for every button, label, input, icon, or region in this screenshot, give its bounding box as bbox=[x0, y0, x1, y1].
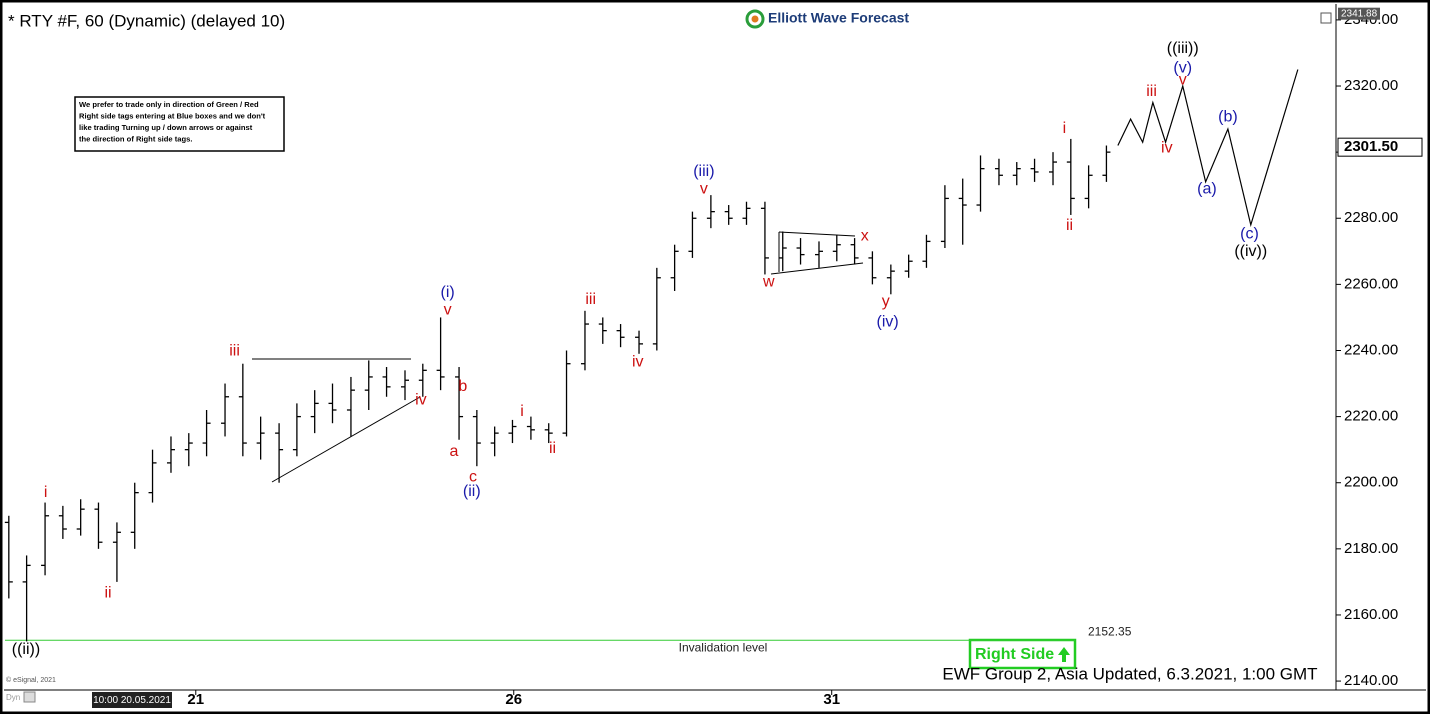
badge-arrow bbox=[1058, 647, 1070, 662]
right-side-badge: Right Side bbox=[968, 638, 1077, 670]
wave-label: w bbox=[762, 273, 775, 290]
footer: EWF Group 2, Asia Updated, 6.3.2021, 1:0… bbox=[942, 664, 1317, 683]
wave-label: iii bbox=[585, 291, 596, 308]
wave-label: ii bbox=[1066, 217, 1073, 234]
x-tick-label: 26 bbox=[505, 691, 522, 708]
wave-label: (c) bbox=[1240, 225, 1259, 242]
wave-label: (v) bbox=[1173, 59, 1192, 76]
wave-label: i bbox=[520, 403, 524, 420]
triangle-line bbox=[271, 396, 421, 483]
logo-bg bbox=[740, 6, 930, 32]
y-tick-label: 2320.00 bbox=[1344, 77, 1398, 94]
logo-text: Elliott Wave Forecast bbox=[768, 10, 909, 26]
wave-label: iv bbox=[1161, 139, 1173, 156]
mode-icon bbox=[23, 691, 36, 703]
window-icon bbox=[1320, 12, 1332, 24]
badge-box bbox=[968, 638, 1077, 670]
y-tick-label: 2280.00 bbox=[1344, 209, 1398, 226]
logo-icon bbox=[745, 9, 765, 29]
last-price-tag bbox=[1337, 137, 1423, 157]
cursor-time: 10:00 20.05.2021 bbox=[93, 695, 171, 706]
wave-label: ((ii)) bbox=[12, 641, 40, 658]
x-tick-label: 31 bbox=[823, 691, 840, 708]
wave-label: b bbox=[458, 378, 467, 395]
wave-label: (i) bbox=[440, 284, 454, 301]
invalidation-value: 2152.35 bbox=[1088, 624, 1132, 638]
x-tick-label: 21 bbox=[187, 691, 204, 708]
triangle-line bbox=[778, 231, 856, 237]
wave-label: (b) bbox=[1218, 108, 1238, 125]
y-tick-label: 2240.00 bbox=[1344, 341, 1398, 358]
wave-label: y bbox=[882, 293, 890, 310]
note-line: Right side tags entering at Blue boxes a… bbox=[79, 112, 266, 121]
wave-label: ((iii)) bbox=[1167, 40, 1199, 57]
wave-label: v bbox=[444, 301, 452, 318]
y-tick-label: 2200.00 bbox=[1344, 474, 1398, 491]
wave-label: (ii) bbox=[463, 483, 481, 500]
wave-label: ii bbox=[549, 440, 556, 457]
y-tick-label: 2220.00 bbox=[1344, 408, 1398, 425]
invalidation-label: Invalidation level bbox=[679, 640, 768, 654]
wave-label: (iii) bbox=[693, 163, 714, 180]
logo: Elliott Wave Forecast bbox=[740, 6, 930, 32]
wave-label: iii bbox=[229, 342, 240, 359]
wave-label: i bbox=[44, 484, 48, 501]
wave-label: (iv) bbox=[877, 313, 899, 330]
y-tick-label: 2180.00 bbox=[1344, 540, 1398, 557]
chart-title: * RTY #F, 60 (Dynamic) (delayed 10) bbox=[8, 11, 285, 30]
note-line: We prefer to trade only in direction of … bbox=[79, 100, 259, 109]
wave-label: i bbox=[1063, 120, 1067, 137]
triangle-line bbox=[770, 262, 864, 275]
copyright: © eSignal, 2021 bbox=[6, 676, 56, 684]
logo-icon-dot bbox=[751, 15, 759, 23]
wave-label: x bbox=[861, 227, 869, 244]
wave-label: v bbox=[700, 180, 708, 197]
y-tick-label: 2160.00 bbox=[1344, 606, 1398, 623]
wave-label: iv bbox=[632, 353, 644, 370]
mode: Dyn bbox=[6, 693, 20, 702]
wave-label: iii bbox=[1146, 83, 1157, 100]
wave-label: iv bbox=[415, 391, 427, 408]
projection-path bbox=[1117, 69, 1299, 228]
note: We prefer to trade only in direction of … bbox=[79, 100, 266, 144]
high-price-tag bbox=[1338, 7, 1380, 20]
cursor-time-bg bbox=[92, 692, 172, 708]
y-tick-label: 2260.00 bbox=[1344, 275, 1398, 292]
wave-label: ((iv)) bbox=[1234, 243, 1267, 260]
note-line: like trading Turning up / down arrows or… bbox=[79, 123, 253, 132]
wave-label: c bbox=[469, 468, 477, 485]
y-tick-label: 2140.00 bbox=[1344, 672, 1398, 689]
wave-label: v bbox=[1179, 71, 1187, 88]
wave-label: (a) bbox=[1197, 180, 1217, 197]
note-line: the direction of Right side tags. bbox=[79, 135, 193, 144]
high-price-label: 2341.88 bbox=[1341, 8, 1378, 19]
note-box bbox=[74, 96, 285, 152]
badge-text: Right Side bbox=[975, 646, 1054, 663]
wave-label: ii bbox=[104, 584, 111, 601]
wave-label: a bbox=[450, 443, 459, 460]
last-price-label: 2301.50 bbox=[1344, 138, 1398, 155]
